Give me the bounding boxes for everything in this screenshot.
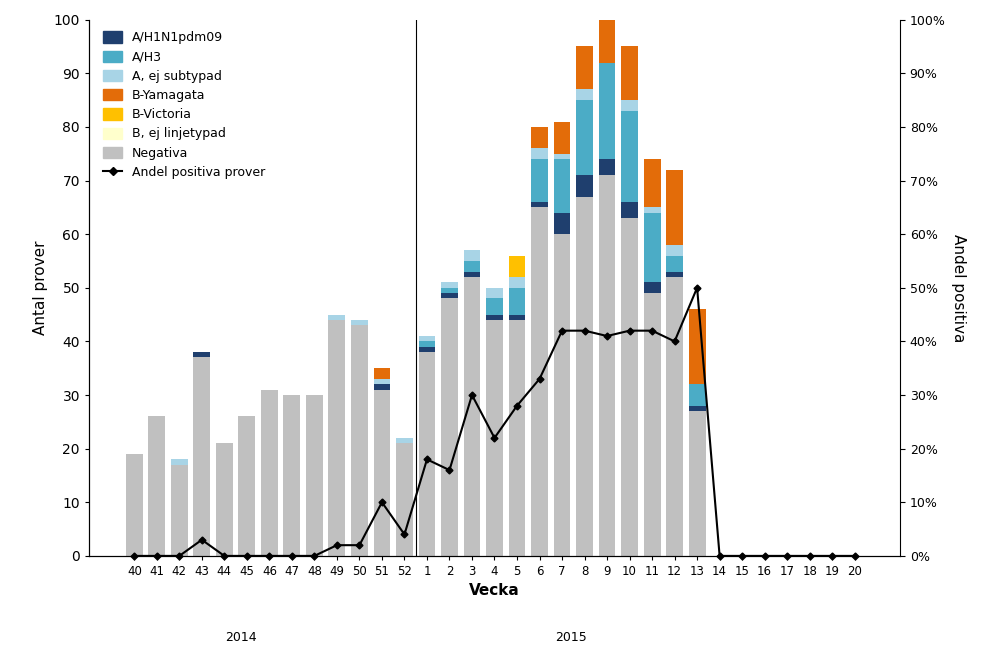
Text: 2014: 2014 [225, 631, 257, 644]
Bar [688, 411, 705, 556]
Bar [396, 443, 412, 556]
Bar [577, 90, 593, 100]
Bar [171, 465, 188, 556]
Bar [374, 379, 391, 385]
Legend: A/H1N1pdm09, A/H3, A, ej subtypad, B-Yamagata, B-Victoria, B, ej linjetypad, Neg: A/H1N1pdm09, A/H3, A, ej subtypad, B-Yam… [104, 31, 265, 179]
Bar [644, 213, 661, 283]
Bar [688, 385, 705, 405]
Bar [441, 293, 458, 298]
Bar [418, 336, 435, 341]
Bar [351, 325, 368, 556]
Bar [531, 127, 548, 148]
Bar [554, 159, 571, 213]
Bar [508, 320, 525, 556]
X-axis label: Vecka: Vecka [469, 583, 520, 598]
Bar [328, 315, 345, 320]
Bar [598, 175, 615, 556]
Bar [284, 395, 301, 556]
Bar [531, 207, 548, 556]
Bar [554, 154, 571, 159]
Bar [667, 277, 683, 556]
Bar [667, 170, 683, 245]
Bar [418, 341, 435, 347]
Bar [171, 459, 188, 465]
Bar [508, 315, 525, 320]
Bar [148, 417, 165, 556]
Bar [464, 261, 481, 271]
Bar [508, 256, 525, 277]
Bar [464, 277, 481, 556]
Bar [396, 438, 412, 443]
Bar [351, 320, 368, 325]
Bar [644, 293, 661, 556]
Bar [577, 175, 593, 197]
Bar [486, 320, 503, 556]
Bar [621, 100, 638, 111]
Bar [554, 122, 571, 154]
Text: 2015: 2015 [555, 631, 586, 644]
Bar [688, 309, 705, 385]
Bar [577, 197, 593, 556]
Bar [667, 245, 683, 256]
Bar [418, 352, 435, 556]
Bar [261, 390, 278, 556]
Bar [621, 218, 638, 556]
Bar [554, 213, 571, 234]
Bar [374, 390, 391, 556]
Bar [554, 234, 571, 556]
Bar [441, 288, 458, 293]
Bar [194, 358, 211, 556]
Bar [598, 159, 615, 175]
Bar [374, 368, 391, 379]
Bar [486, 315, 503, 320]
Bar [621, 111, 638, 202]
Bar [216, 443, 232, 556]
Bar [194, 352, 211, 358]
Bar [688, 405, 705, 411]
Y-axis label: Andel positiva: Andel positiva [951, 233, 966, 342]
Bar [531, 148, 548, 159]
Bar [328, 320, 345, 556]
Bar [126, 454, 142, 556]
Bar [598, 20, 615, 63]
Bar [374, 385, 391, 390]
Bar [464, 271, 481, 277]
Bar [644, 283, 661, 293]
Bar [486, 298, 503, 315]
Bar [667, 256, 683, 271]
Y-axis label: Antal prover: Antal prover [33, 241, 48, 335]
Bar [531, 202, 548, 207]
Bar [598, 63, 615, 159]
Bar [508, 277, 525, 288]
Bar [644, 207, 661, 213]
Bar [418, 347, 435, 352]
Bar [486, 288, 503, 298]
Bar [464, 250, 481, 261]
Bar [577, 100, 593, 175]
Bar [667, 271, 683, 277]
Bar [644, 159, 661, 207]
Bar [441, 298, 458, 556]
Bar [306, 395, 322, 556]
Bar [531, 159, 548, 202]
Bar [508, 288, 525, 315]
Bar [238, 417, 255, 556]
Bar [441, 283, 458, 288]
Bar [621, 202, 638, 218]
Bar [577, 46, 593, 90]
Bar [621, 46, 638, 100]
